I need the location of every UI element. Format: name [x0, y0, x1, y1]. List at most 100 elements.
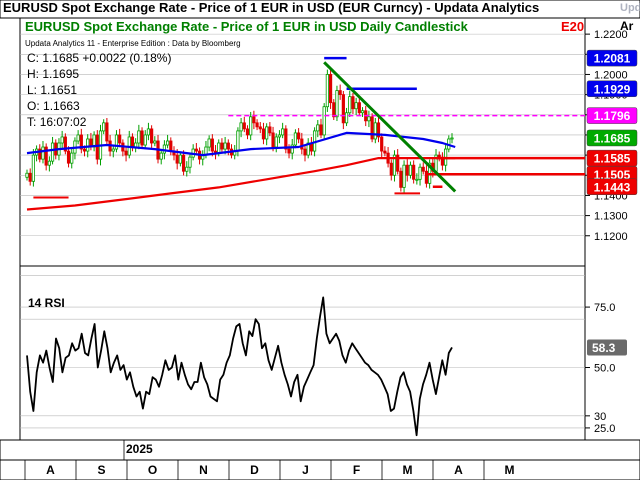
candle-body — [367, 116, 371, 122]
candle-body — [226, 142, 230, 150]
candle-body — [50, 142, 55, 162]
candle-body — [207, 138, 211, 148]
price-level-tag — [586, 49, 638, 67]
month-label: S — [97, 463, 105, 477]
candle-body — [348, 96, 352, 114]
candle-body — [316, 124, 320, 132]
candle-body — [392, 154, 397, 176]
candle-body — [31, 154, 35, 182]
candle-body — [124, 150, 128, 156]
price-level-tag — [586, 107, 638, 124]
date-axis — [24, 440, 485, 480]
price-level-tag — [586, 80, 638, 98]
candle-body — [76, 134, 80, 142]
candle-body — [162, 144, 167, 154]
candle-body — [239, 122, 243, 132]
chart-subtitle: Updata Analytics 11 - Enterprise Edition… — [25, 39, 241, 48]
candle-body — [284, 128, 288, 150]
candle-body — [118, 134, 122, 144]
candle-body — [402, 164, 406, 188]
candle-body — [220, 142, 224, 150]
candle-body — [41, 146, 45, 160]
price-level-label: 1.1443 — [594, 180, 631, 194]
candle-body — [66, 150, 71, 164]
candle-body — [242, 122, 246, 130]
candle-body — [290, 144, 294, 154]
rsi-tick-label: 75.0 — [594, 302, 615, 314]
price-level-label: 1.1685 — [594, 131, 631, 145]
candle-body — [370, 116, 374, 140]
candle-body — [268, 126, 272, 134]
price-axis-extra-label: Ar — [620, 19, 634, 33]
moving-average-line — [26, 131, 456, 157]
candle-body — [335, 90, 339, 118]
candle-body — [424, 170, 429, 184]
candle-body — [185, 166, 189, 172]
candle-body — [265, 126, 269, 140]
candle-body — [47, 160, 51, 166]
rsi-tick-label: 30 — [594, 411, 606, 423]
rsi-tick-label: 25.0 — [594, 423, 615, 435]
rsi-value-tag — [587, 339, 627, 356]
readout-close: C: 1.1685 +0.0022 (0.18%) — [27, 51, 172, 65]
candle-body — [322, 106, 326, 136]
candle-body — [111, 148, 115, 152]
candle-body — [130, 136, 135, 148]
candle-body — [44, 146, 48, 166]
candle-body — [95, 134, 99, 160]
price-level-label: 1.1505 — [594, 168, 631, 182]
month-label: F — [353, 463, 360, 477]
candle-body — [258, 126, 262, 130]
price-tick-label: 1.2000 — [594, 69, 628, 81]
moving-average-line — [26, 157, 456, 211]
candle-body — [281, 128, 285, 136]
chart-title: EURUSD Spot Exchange Rate - Price of 1 E… — [25, 19, 468, 34]
rsi-title: 14 RSI — [28, 296, 65, 310]
price-gridlines — [20, 33, 585, 237]
candle-body — [102, 122, 106, 132]
candle-body — [399, 170, 403, 188]
candle-body — [338, 90, 342, 96]
candle-body — [166, 140, 170, 146]
candle-body — [140, 130, 144, 146]
candle-body — [373, 122, 377, 140]
candle-body — [143, 134, 147, 146]
candle-body — [351, 96, 355, 110]
candle-body — [274, 136, 278, 148]
updata-watermark: Updata — [620, 2, 640, 14]
price-level-tag — [586, 129, 638, 147]
candle-body — [376, 122, 381, 138]
rsi-panel-frame — [19, 265, 586, 441]
price-tick-label: 1.2200 — [594, 29, 628, 41]
price-level-label: 1.2081 — [594, 52, 631, 66]
candle-body — [341, 94, 345, 124]
month-label: D — [250, 463, 259, 477]
month-label: O — [148, 463, 157, 477]
candle-body — [328, 74, 333, 104]
candle-body — [389, 162, 393, 176]
rsi-tick-label: 50.0 — [594, 363, 615, 375]
candle-body — [354, 102, 358, 110]
rsi-line — [26, 296, 453, 437]
candle-body — [188, 156, 192, 168]
candle-body — [82, 148, 87, 152]
rsi-marks — [20, 275, 585, 437]
readout-high: H: 1.1695 — [27, 67, 80, 81]
price-level-label: 1.1929 — [594, 82, 631, 96]
price-tick-label: 1.1200 — [594, 231, 628, 243]
candle-body — [360, 110, 365, 114]
candle-body — [236, 130, 240, 152]
downtrend-line — [323, 61, 457, 193]
year-label: 2025 — [126, 442, 153, 456]
price-level-label: 1.1585 — [594, 152, 631, 166]
candle-body — [169, 140, 173, 152]
candle-body — [405, 164, 409, 176]
readout-time: T: 16:07:02 — [27, 115, 87, 129]
candle-body — [114, 134, 119, 150]
candle-body — [255, 122, 259, 128]
price-level-tag — [586, 178, 638, 196]
month-label: M — [403, 463, 413, 477]
